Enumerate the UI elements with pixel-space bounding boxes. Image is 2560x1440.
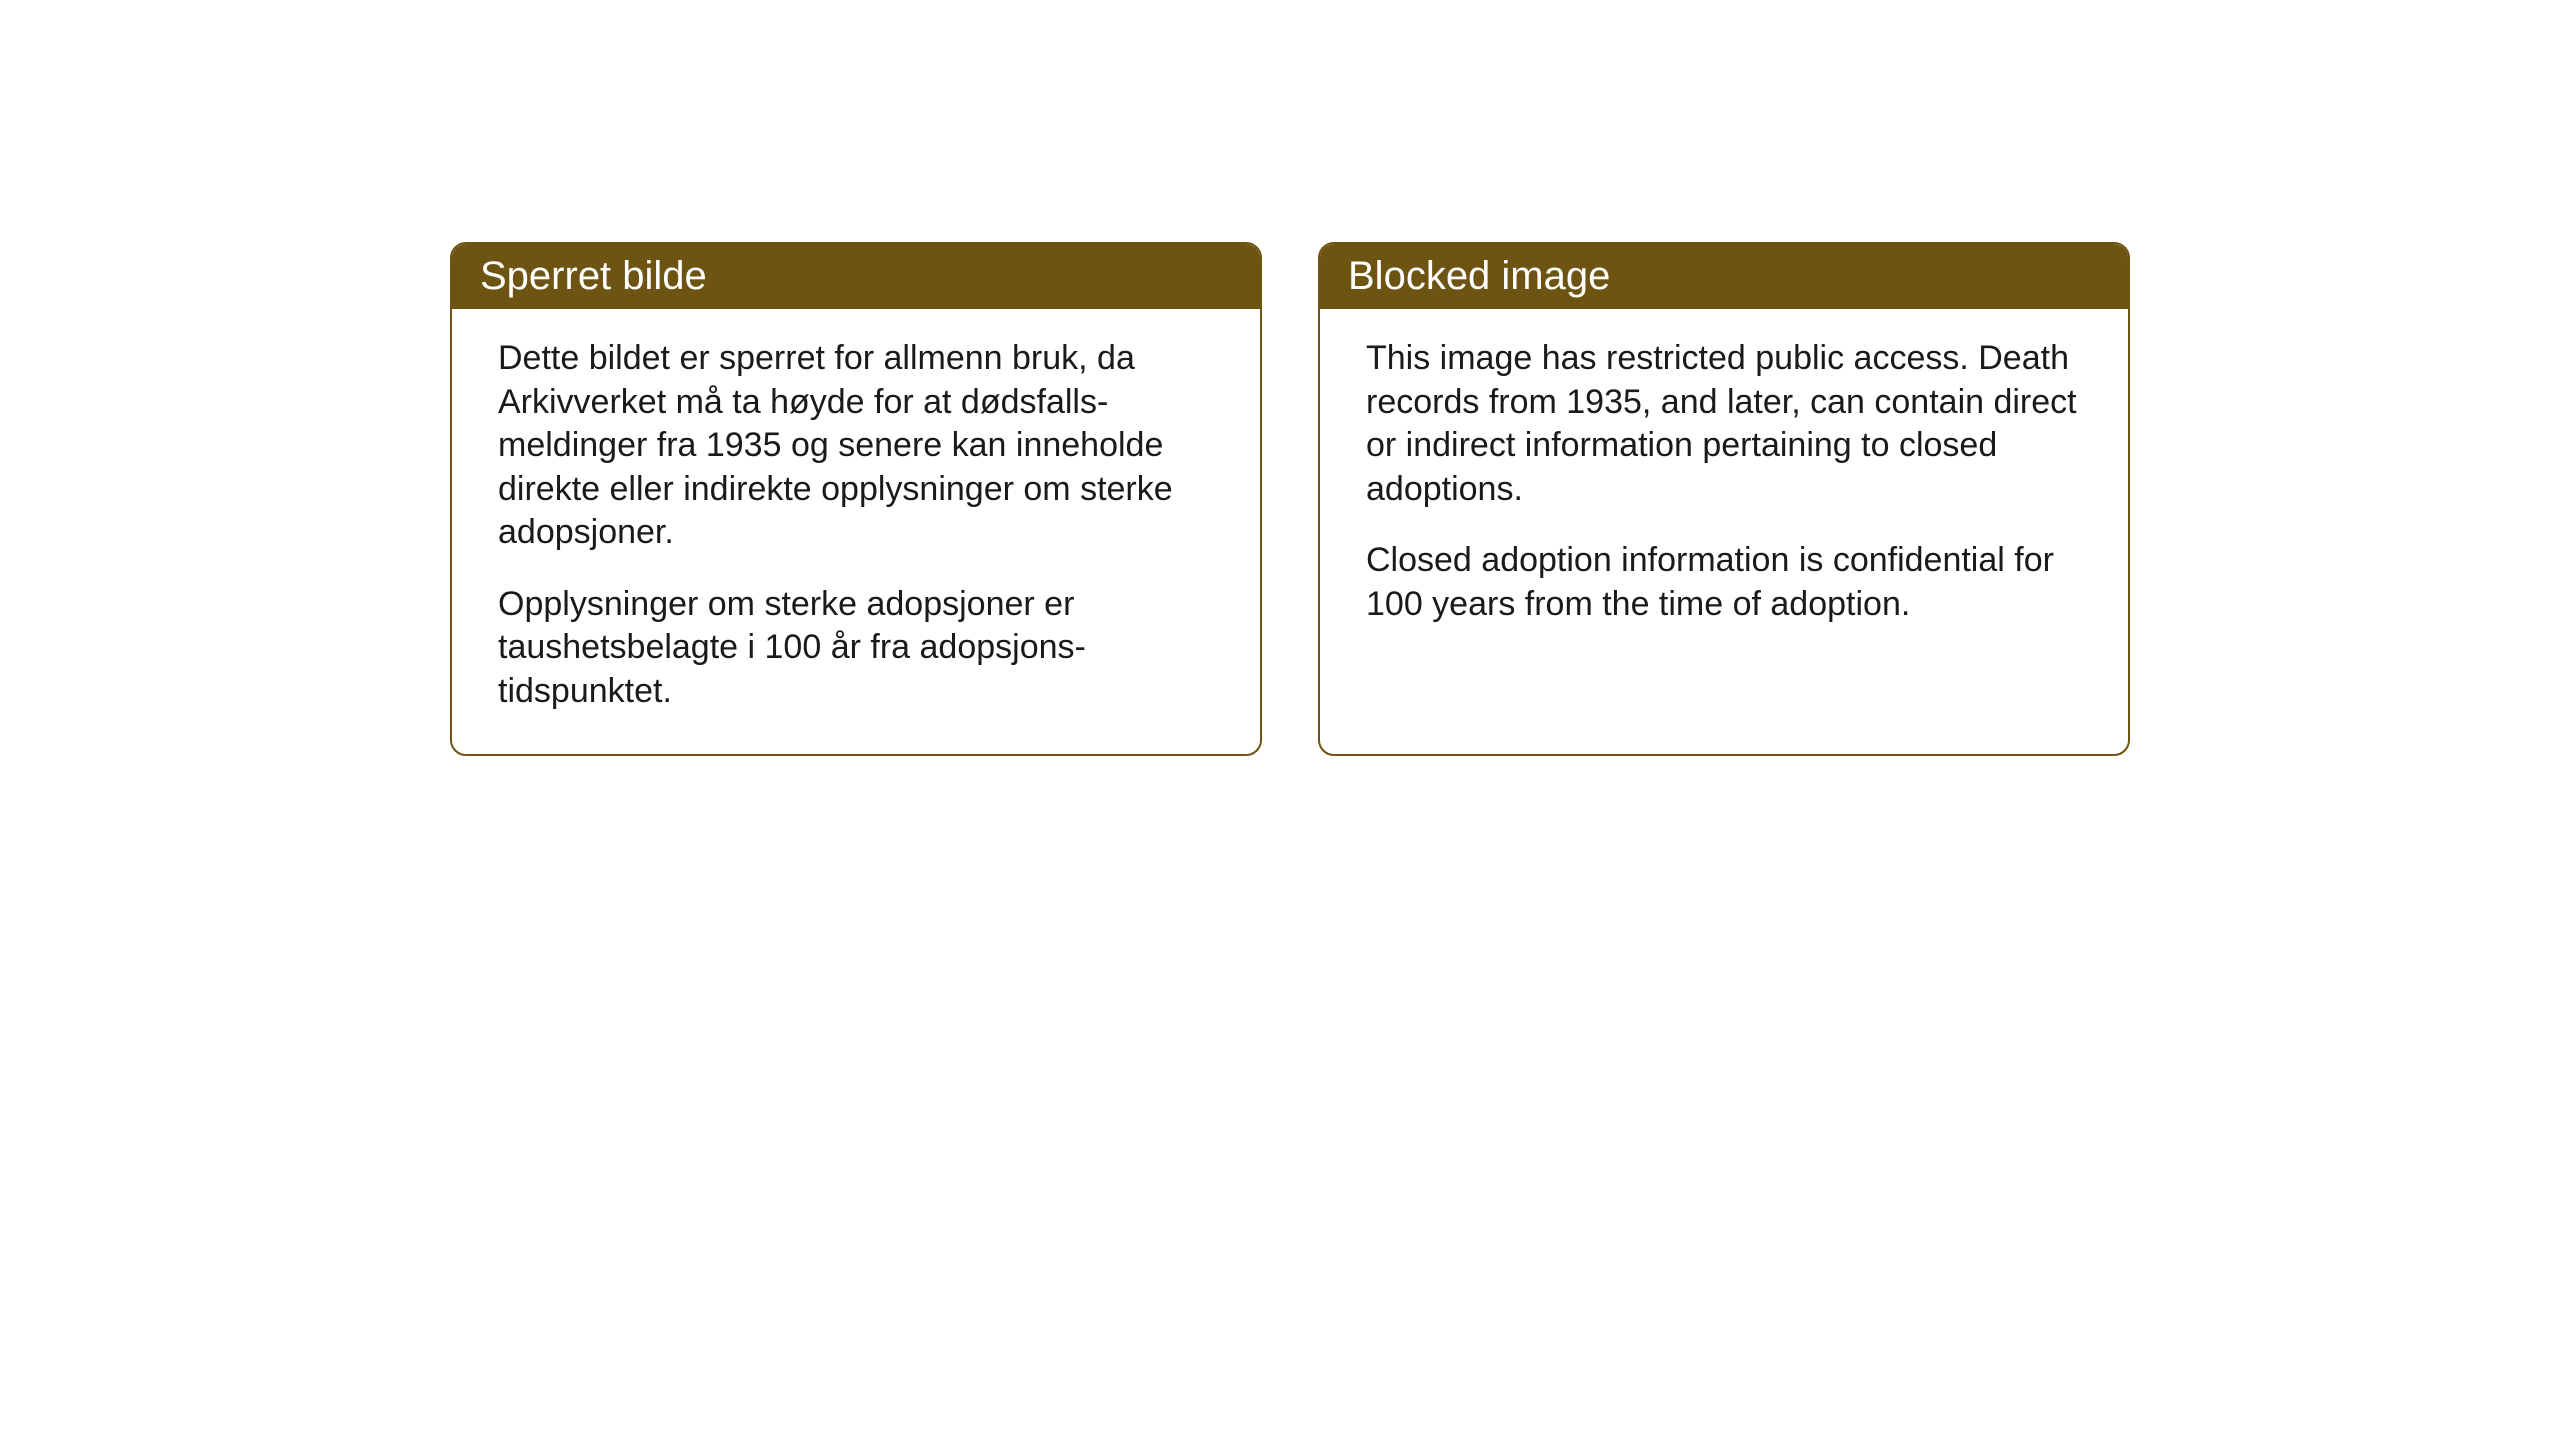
card-paragraph: Opplysninger om sterke adopsjoner er tau… (498, 583, 1214, 714)
card-header-english: Blocked image (1320, 244, 2128, 309)
card-title-norwegian: Sperret bilde (480, 254, 707, 298)
card-title-english: Blocked image (1348, 254, 1610, 298)
card-paragraph: This image has restricted public access.… (1366, 337, 2082, 511)
card-body-english: This image has restricted public access.… (1320, 309, 2128, 666)
card-paragraph: Dette bildet er sperret for allmenn bruk… (498, 337, 1214, 555)
card-norwegian: Sperret bilde Dette bildet er sperret fo… (450, 242, 1262, 756)
card-paragraph: Closed adoption information is confident… (1366, 539, 2082, 626)
card-english: Blocked image This image has restricted … (1318, 242, 2130, 756)
card-header-norwegian: Sperret bilde (452, 244, 1260, 309)
cards-container: Sperret bilde Dette bildet er sperret fo… (450, 242, 2130, 756)
card-body-norwegian: Dette bildet er sperret for allmenn bruk… (452, 309, 1260, 753)
